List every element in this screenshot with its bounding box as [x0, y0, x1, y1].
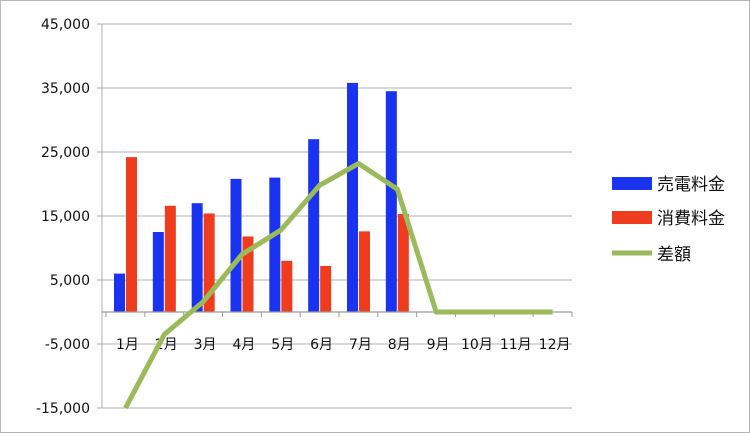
x-tick-label: 7月: [349, 337, 372, 353]
y-tick-label: -5,000: [45, 337, 90, 353]
series-line-difference: [126, 164, 553, 408]
legend-label-difference: 差額: [657, 245, 691, 265]
x-tick-label: 11月: [500, 337, 532, 353]
bar-sell: [386, 91, 397, 312]
x-tick-label: 3月: [194, 337, 217, 353]
x-tick-label: 4月: [232, 337, 255, 353]
bar-sell: [192, 203, 203, 312]
bar-sell: [269, 178, 280, 312]
bar-consume: [126, 157, 137, 312]
bar-consume: [398, 214, 409, 312]
bar-consume: [320, 266, 331, 312]
x-tick-label: 9月: [427, 337, 450, 353]
y-tick-label: 45,000: [41, 17, 90, 33]
bar-sell: [114, 274, 125, 312]
bars: [114, 83, 409, 312]
difference-line: [125, 163, 552, 408]
x-tick-label: 6月: [310, 337, 333, 353]
legend-label-sell: 売電料金: [657, 175, 725, 195]
legend-swatch-sell: [612, 177, 652, 190]
bar-sell: [231, 179, 242, 312]
bar-consume: [165, 206, 176, 312]
x-tick-label: 10月: [461, 337, 493, 353]
y-tick-label: 5,000: [50, 273, 90, 289]
y-axis-ticks: 45,000 35,000 25,000 15,000 5,000 -5,000 -15,0…: [36, 17, 90, 417]
y-tick-label: -15,000: [36, 401, 90, 417]
bar-consume: [359, 231, 370, 312]
x-tick-label: 8月: [388, 337, 411, 353]
bar-sell: [347, 83, 358, 312]
y-tick-label: 25,000: [41, 145, 90, 161]
legend-swatch-consume: [612, 211, 652, 224]
legend-label-consume: 消費料金: [657, 209, 725, 229]
bar-sell: [153, 232, 164, 312]
x-tick-label: 12月: [539, 337, 571, 353]
x-tick-label: 1月: [116, 337, 139, 353]
bar-consume: [281, 261, 292, 312]
y-tick-label: 15,000: [41, 209, 90, 225]
y-tick-label: 35,000: [41, 81, 90, 97]
x-tick-label: 5月: [271, 337, 294, 353]
bar-sell: [308, 139, 319, 312]
